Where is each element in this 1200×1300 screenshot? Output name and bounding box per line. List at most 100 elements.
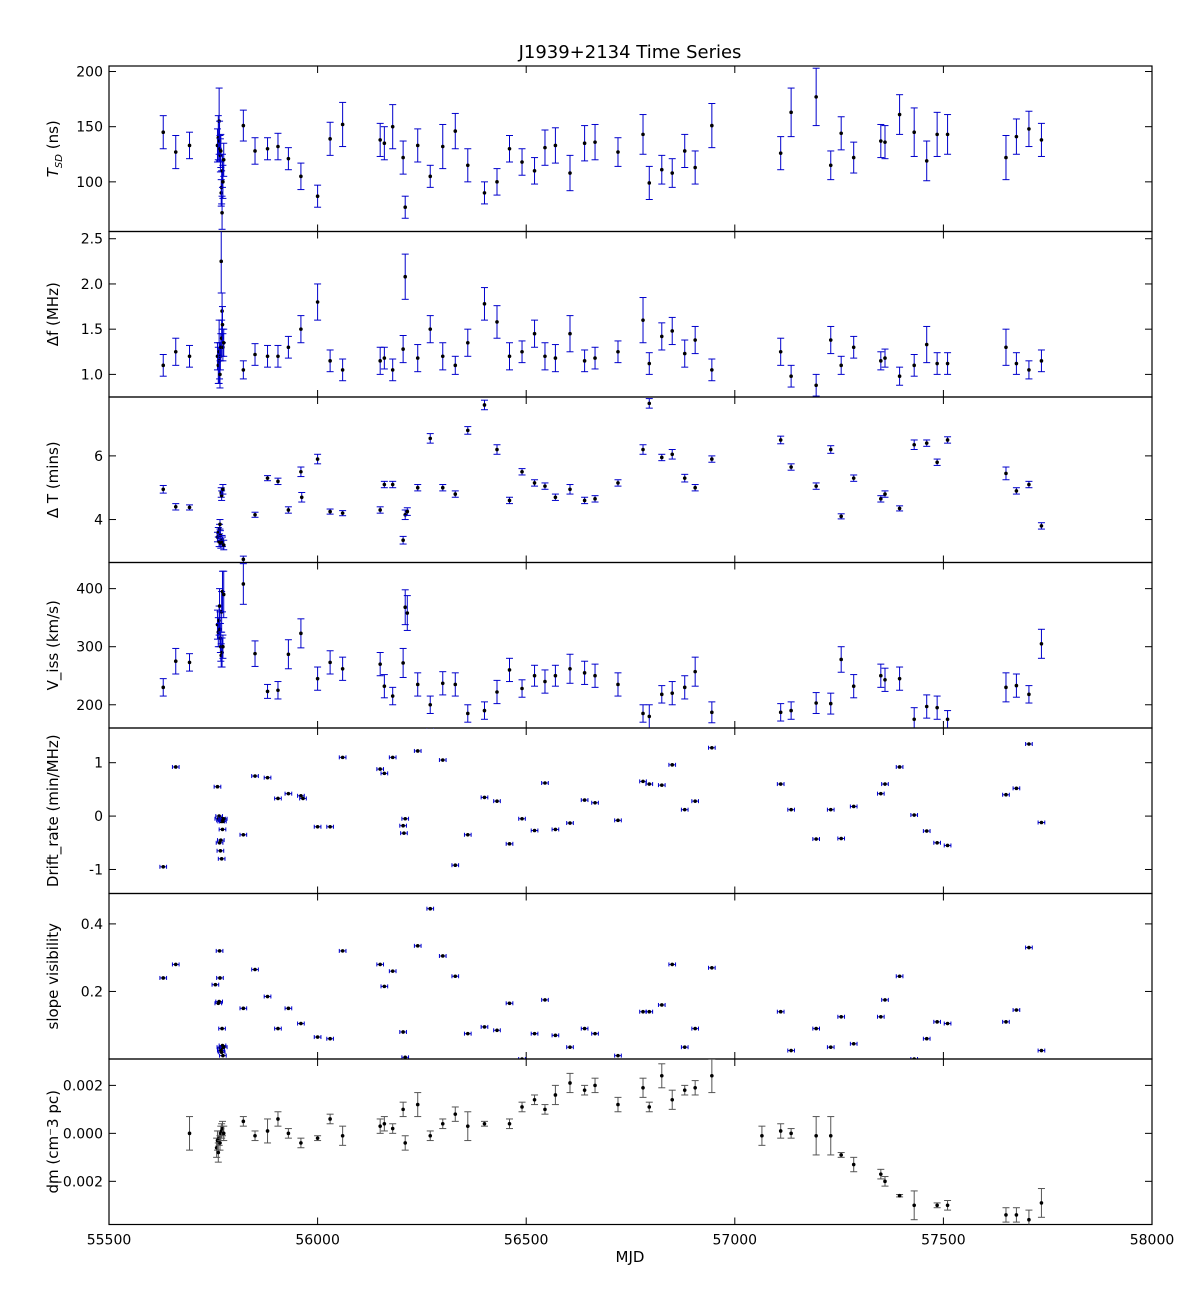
y-axis-label-tsd: TSD (ns) (44, 120, 65, 177)
data-point (851, 476, 856, 480)
data-point (1039, 1201, 1044, 1205)
data-point (659, 692, 664, 697)
data-point (879, 497, 883, 501)
data-point (682, 149, 687, 153)
data-point (710, 123, 714, 128)
data-point (315, 1136, 320, 1140)
data-point (507, 498, 512, 503)
y-label-tail: (ns) (44, 120, 62, 154)
data-point (897, 676, 902, 681)
data-point (851, 684, 856, 688)
y-tick-label-dt: 4 (94, 513, 103, 529)
data-point (641, 132, 645, 137)
data-point (161, 487, 166, 492)
data-point (593, 800, 597, 805)
panel-frame-dm (108, 1058, 1153, 1226)
data-point (378, 1124, 382, 1128)
data-point (265, 476, 270, 480)
data-point (532, 481, 537, 485)
data-point (659, 167, 664, 172)
data-point (710, 1073, 714, 1078)
data-point (187, 143, 192, 148)
data-point (403, 605, 408, 610)
data-point (879, 1014, 883, 1019)
y-axis-label-slope: slope visibility (44, 923, 62, 1030)
data-point (568, 1081, 572, 1085)
data-point (299, 174, 303, 179)
data-point (286, 791, 291, 796)
data-point (221, 816, 226, 821)
data-point (221, 644, 225, 649)
data-point (924, 342, 929, 347)
data-point (1004, 685, 1008, 690)
data-point (789, 1131, 793, 1136)
data-point (828, 338, 833, 342)
data-point (465, 832, 470, 837)
data-point (912, 363, 916, 368)
data-point (218, 848, 223, 853)
data-point (253, 512, 257, 517)
data-point (241, 582, 246, 586)
data-point (428, 1133, 433, 1138)
data-point (924, 441, 929, 445)
data-point (453, 1112, 458, 1116)
data-point (659, 1073, 664, 1078)
data-point (390, 482, 395, 487)
data-point (593, 356, 597, 360)
y-tick-label-dm: 0.002 (63, 1078, 103, 1094)
data-point (403, 1141, 408, 1145)
data-point (220, 210, 224, 215)
data-point (465, 1124, 470, 1128)
data-point (241, 1006, 246, 1011)
data-point (879, 139, 883, 143)
data-point (1004, 471, 1008, 476)
data-point (286, 345, 291, 350)
data-point (415, 356, 420, 360)
data-point (507, 146, 512, 151)
data-point (1039, 1048, 1044, 1053)
data-point (839, 131, 843, 136)
data-point (543, 354, 547, 359)
data-point (593, 497, 597, 501)
data-point (440, 485, 445, 490)
data-point (221, 340, 226, 345)
data-point (276, 354, 280, 359)
data-point (1014, 786, 1019, 791)
data-point (879, 673, 883, 678)
data-point (187, 354, 192, 359)
data-point (378, 767, 382, 771)
data-point (883, 782, 887, 786)
data-point (415, 143, 420, 148)
data-point (851, 804, 856, 809)
data-point (778, 151, 783, 155)
data-point (1027, 368, 1031, 372)
data-point (839, 657, 843, 662)
data-point (328, 137, 332, 141)
data-point (265, 689, 270, 694)
data-point (582, 671, 587, 675)
data-point (935, 1020, 939, 1024)
data-point (218, 372, 222, 377)
data-point (221, 592, 226, 597)
data-point (553, 1093, 558, 1097)
data-point (253, 651, 257, 656)
data-point (219, 856, 224, 861)
data-point (641, 711, 645, 716)
data-point (520, 1105, 524, 1109)
data-point (814, 837, 818, 841)
data-point (286, 1131, 291, 1136)
data-point (647, 782, 652, 786)
data-point (1039, 641, 1044, 646)
data-point (328, 824, 332, 829)
panels-group: 100 150 200 TSD (ns) 1.0 1.5 2.0 2.5 Δf (MHz) 4 6 Δ… (44, 65, 1174, 1249)
data-point (1027, 692, 1031, 697)
data-point (299, 469, 303, 474)
data-point (401, 155, 405, 160)
data-point (1004, 345, 1008, 350)
data-point (315, 194, 320, 198)
data-point (582, 359, 587, 363)
data-point (1014, 683, 1019, 688)
y-tick-label-tsd: 150 (76, 120, 103, 136)
data-point (328, 660, 332, 665)
data-point (520, 160, 524, 164)
